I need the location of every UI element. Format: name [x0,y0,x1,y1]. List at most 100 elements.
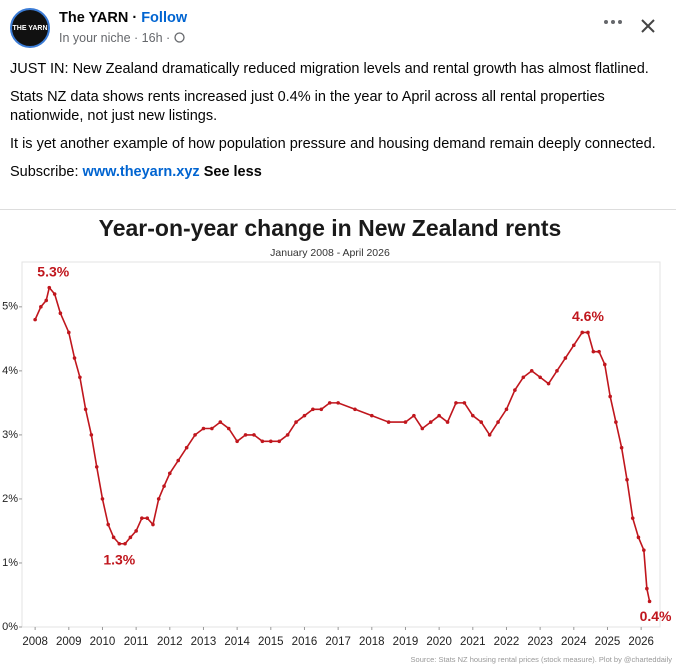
data-point [336,401,340,405]
x-tick-label: 2017 [325,636,351,648]
y-tick-label: 3% [2,429,18,441]
x-tick-label: 2009 [56,636,82,648]
data-point [311,407,315,412]
data-point [546,381,551,386]
data-point [437,413,441,418]
data-point [83,407,88,412]
close-button[interactable] [640,18,656,34]
data-point [210,426,214,431]
data-point [44,298,49,303]
x-tick-label: 2020 [426,636,452,648]
data-point [162,484,166,488]
annotation: 4.6% [572,308,604,324]
y-tick-label: 5% [2,301,18,313]
data-point [123,541,127,546]
chart-source: Source: Stats NZ housing rental prices (… [411,655,673,664]
x-tick-label: 2018 [359,636,385,648]
data-point [151,522,155,527]
data-point [168,471,172,476]
data-point [353,407,357,412]
data-point [580,330,585,335]
meta-text: In your niche · 16h · [59,31,171,45]
x-tick-label: 2023 [527,636,553,648]
data-point [386,420,391,424]
data-point [462,401,467,405]
data-point [403,420,408,424]
data-point [226,426,231,431]
data-point [445,420,450,424]
see-less[interactable]: See less [203,164,262,180]
chart: Year-on-year change in New Zealand rents… [2,215,673,664]
data-point [619,445,624,450]
data-point [218,420,223,424]
author-line: The YARN · Follow [59,10,188,26]
paragraph: Stats NZ data shows rents increased just… [10,89,605,124]
data-point [33,317,37,322]
data-point [39,305,43,309]
subscribe-line: Subscribe: www.theyarn.xyz See less [10,163,670,182]
data-point [420,426,425,431]
paragraph: It is yet another example of how populat… [10,136,656,152]
data-point [625,477,629,482]
x-tick-label: 2011 [124,636,149,648]
data-point [471,413,475,418]
author-name[interactable]: The YARN [59,10,129,26]
data-point [277,439,282,444]
follow-button[interactable]: Follow [141,10,188,26]
x-tick-label: 2021 [460,636,486,648]
data-point [529,369,534,373]
data-point [47,285,52,290]
data-point [145,516,150,520]
data-point [111,535,116,540]
x-tick-label: 2026 [628,636,654,648]
x-tick-label: 2019 [393,636,419,648]
x-tick-label: 2012 [157,636,183,648]
data-point [602,362,607,367]
data-point [140,516,144,520]
x-tick-label: 2015 [258,636,284,648]
data-point [412,413,416,418]
more-button[interactable] [603,18,623,26]
x-tick-label: 2024 [561,636,587,648]
data-point [496,420,500,424]
data-point [117,541,122,546]
data-point [128,535,133,540]
data-point [563,356,568,360]
data-point [106,522,110,527]
data-point [94,465,99,469]
y-tick-label: 1% [2,557,18,569]
data-point [454,401,458,405]
data-point [66,330,71,335]
data-point [647,599,652,604]
data-point [260,439,265,444]
data-point [487,433,492,437]
x-tick-label: 2014 [224,636,250,648]
data-point [285,433,290,437]
data-point [608,394,612,399]
data-point [156,497,161,501]
data-point [630,516,635,520]
annotation: 5.3% [37,263,69,279]
annotation: 1.3% [103,551,135,567]
y-tick-label: 2% [2,493,18,505]
data-point [521,375,526,380]
x-tick-label: 2013 [191,636,217,648]
data-point [89,433,94,437]
data-point [572,343,576,348]
data-point [52,292,57,296]
data-point [597,349,601,354]
avatar[interactable]: THE YARN [10,8,50,48]
data-point [235,439,239,444]
x-tick-label: 2025 [595,636,621,648]
data-point [319,407,324,412]
data-point [269,439,273,444]
data-point [243,433,248,437]
chart-subtitle: January 2008 - April 2026 [270,247,390,259]
data-point [504,407,509,412]
link[interactable]: www.theyarn.xyz [82,164,200,180]
data-point [184,445,189,450]
globe-icon [174,32,185,43]
data-point [302,413,307,418]
data-point [642,548,646,552]
